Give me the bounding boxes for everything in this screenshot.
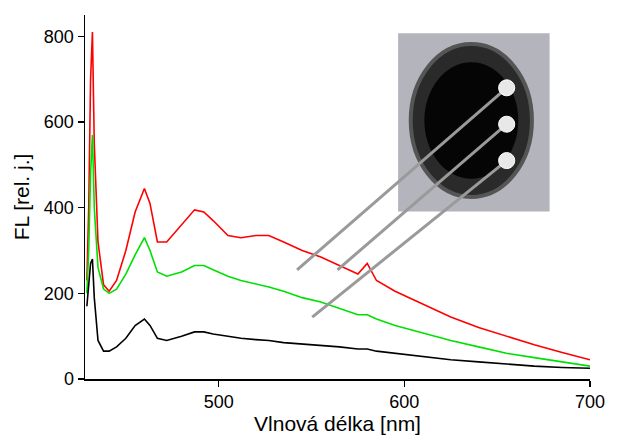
svg-text:200: 200 (44, 284, 74, 304)
svg-text:600: 600 (389, 392, 419, 412)
svg-text:700: 700 (575, 392, 605, 412)
svg-text:0: 0 (64, 369, 74, 389)
svg-text:800: 800 (44, 27, 74, 47)
svg-text:600: 600 (44, 112, 74, 132)
svg-text:FL [rel. j.]: FL [rel. j.] (10, 154, 33, 241)
svg-text:400: 400 (44, 198, 74, 218)
svg-text:500: 500 (204, 392, 234, 412)
svg-text:Vlnová délka [nm]: Vlnová délka [nm] (254, 412, 421, 435)
